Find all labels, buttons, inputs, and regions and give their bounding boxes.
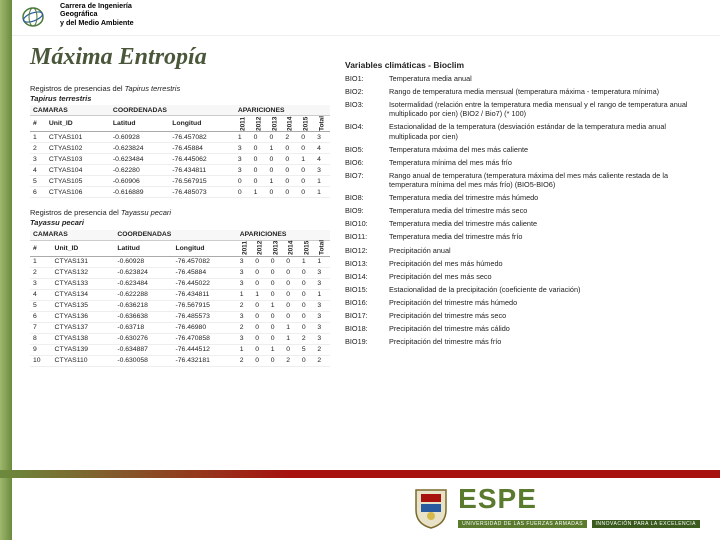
table-row: 1CTYAS131-0.60928-76.457082300011 bbox=[30, 256, 330, 267]
bioclim-title: Variables climáticas - Bioclim bbox=[345, 60, 705, 70]
table1-caption: Registros de presencias del Tapirus terr… bbox=[30, 84, 330, 93]
bio-code: BIO11: bbox=[345, 232, 385, 241]
footer-sub2: INNOVACIÓN PARA LA EXCELENCIA bbox=[592, 520, 700, 528]
table-row: 4CTYAS104-0.62280-76.434811300003 bbox=[30, 165, 330, 176]
bio-desc: Precipitación del trimestre más húmedo bbox=[389, 298, 705, 307]
slide: Carrera de Ingeniería Geográfica y del M… bbox=[0, 0, 720, 540]
bio-code: BIO19: bbox=[345, 337, 385, 346]
table-row: 6CTYAS136-0.636638-76.485573300003 bbox=[30, 311, 330, 322]
bio-desc: Temperatura media del trimestre más húme… bbox=[389, 193, 705, 202]
table-row: 4CTYAS134-0.622288-76.434811110001 bbox=[30, 289, 330, 300]
bioclim-list: BIO1: Temperatura media anual BIO2: Rango d… bbox=[345, 74, 705, 346]
table2: CAMARASCOORDENADASAPARICIONES#Unit_IDLat… bbox=[30, 230, 330, 367]
bio-desc: Estacionalidad de la precipitación (coef… bbox=[389, 285, 705, 294]
globe-icon bbox=[16, 2, 50, 37]
bio-desc: Rango anual de temperatura (temperatura … bbox=[389, 171, 705, 189]
table1-caption-prefix: Registros de presencias del bbox=[30, 84, 125, 93]
table2-species: Tayassu pecari bbox=[121, 208, 171, 217]
bio-desc: Temperatura media del trimestre más cali… bbox=[389, 219, 705, 228]
bio-desc: Precipitación del trimestre más frío bbox=[389, 337, 705, 346]
bio-code: BIO14: bbox=[345, 272, 385, 281]
header-line3: y del Medio Ambiente bbox=[60, 19, 134, 27]
bio-code: BIO18: bbox=[345, 324, 385, 333]
page-title: Máxima Entropía bbox=[30, 44, 207, 71]
table-row: 10CTYAS110-0.630058-76.432181200202 bbox=[30, 355, 330, 366]
bio-code: BIO12: bbox=[345, 246, 385, 255]
table-row: 5CTYAS105-0.60906-76.567915001001 bbox=[30, 176, 330, 187]
bio-desc: Precipitación del trimestre más seco bbox=[389, 311, 705, 320]
table-row: 2CTYAS102-0.623824-76.45884301004 bbox=[30, 143, 330, 154]
bio-code: BIO10: bbox=[345, 219, 385, 228]
footer-sub1: UNIVERSIDAD DE LAS FUERZAS ARMADAS bbox=[458, 520, 587, 528]
bio-code: BIO6: bbox=[345, 158, 385, 167]
bio-code: BIO8: bbox=[345, 193, 385, 202]
bio-code: BIO2: bbox=[345, 87, 385, 96]
table-row: 8CTYAS138-0.630276-76.470858300123 bbox=[30, 333, 330, 344]
right-column: Variables climáticas - Bioclim BIO1: Temp… bbox=[345, 60, 705, 346]
bio-code: BIO5: bbox=[345, 145, 385, 154]
bio-code: BIO9: bbox=[345, 206, 385, 215]
table-row: 7CTYAS137-0.63718-76.46980200103 bbox=[30, 322, 330, 333]
footer-bar bbox=[0, 470, 720, 478]
footer-brand: ESPE bbox=[458, 486, 700, 511]
bio-code: BIO13: bbox=[345, 259, 385, 268]
table2-caption-prefix: Registros de presencia del bbox=[30, 208, 121, 217]
table-row: 3CTYAS133-0.623484-76.445022300003 bbox=[30, 278, 330, 289]
bio-desc: Temperatura media anual bbox=[389, 74, 705, 83]
bio-code: BIO3: bbox=[345, 100, 385, 118]
table-row: 1CTYAS101-0.60928-76.457082100203 bbox=[30, 132, 330, 143]
crest-icon bbox=[412, 486, 450, 530]
table-row: 5CTYAS135-0.636218-76.567915201003 bbox=[30, 300, 330, 311]
bio-desc: Temperatura media del trimestre más frío bbox=[389, 232, 705, 241]
bio-code: BIO17: bbox=[345, 311, 385, 320]
bio-code: BIO15: bbox=[345, 285, 385, 294]
bio-desc: Precipitación anual bbox=[389, 246, 705, 255]
bio-desc: Rango de temperatura media mensual (temp… bbox=[389, 87, 705, 96]
table2-caption: Registros de presencia del Tayassu pecar… bbox=[30, 208, 330, 217]
side-stripe bbox=[0, 0, 12, 540]
header: Carrera de Ingeniería Geográfica y del M… bbox=[12, 0, 720, 36]
bio-desc: Temperatura mínima del mes más frío bbox=[389, 158, 705, 167]
table-row: 2CTYAS132-0.623824-76.45884300003 bbox=[30, 267, 330, 278]
table1: CAMARASCOORDENADASAPARICIONES#Unit_IDLat… bbox=[30, 105, 330, 198]
bio-desc: Precipitación del mes más húmedo bbox=[389, 259, 705, 268]
footer-wordmark: ESPE UNIVERSIDAD DE LAS FUERZAS ARMADAS … bbox=[458, 486, 700, 529]
table-row: 3CTYAS103-0.623484-76.445062300014 bbox=[30, 154, 330, 165]
bio-code: BIO4: bbox=[345, 122, 385, 140]
bio-code: BIO7: bbox=[345, 171, 385, 189]
table1-species: Tapirus terrestris bbox=[125, 84, 181, 93]
header-text: Carrera de Ingeniería Geográfica y del M… bbox=[60, 2, 134, 27]
table2-species-block: Tayassu pecari bbox=[30, 219, 330, 227]
table-row: 6CTYAS106-0.616889-76.485073010001 bbox=[30, 187, 330, 198]
bio-code: BIO16: bbox=[345, 298, 385, 307]
bio-desc: Estacionalidad de la temperatura (desvia… bbox=[389, 122, 705, 140]
bio-desc: Temperatura máxima del mes más caliente bbox=[389, 145, 705, 154]
table-row: 9CTYAS139-0.634887-76.444512101052 bbox=[30, 344, 330, 355]
bio-code: BIO1: bbox=[345, 74, 385, 83]
left-column: Registros de presencias del Tapirus terr… bbox=[30, 84, 330, 367]
footer-logo: ESPE UNIVERSIDAD DE LAS FUERZAS ARMADAS … bbox=[412, 486, 700, 530]
table1-species-block: Tapirus terrestris bbox=[30, 95, 330, 103]
bio-desc: Isotermalidad (relación entre la tempera… bbox=[389, 100, 705, 118]
bio-desc: Temperatura media del trimestre más seco bbox=[389, 206, 705, 215]
bio-desc: Precipitación del trimestre más cálido bbox=[389, 324, 705, 333]
bio-desc: Precipitación del mes más seco bbox=[389, 272, 705, 281]
